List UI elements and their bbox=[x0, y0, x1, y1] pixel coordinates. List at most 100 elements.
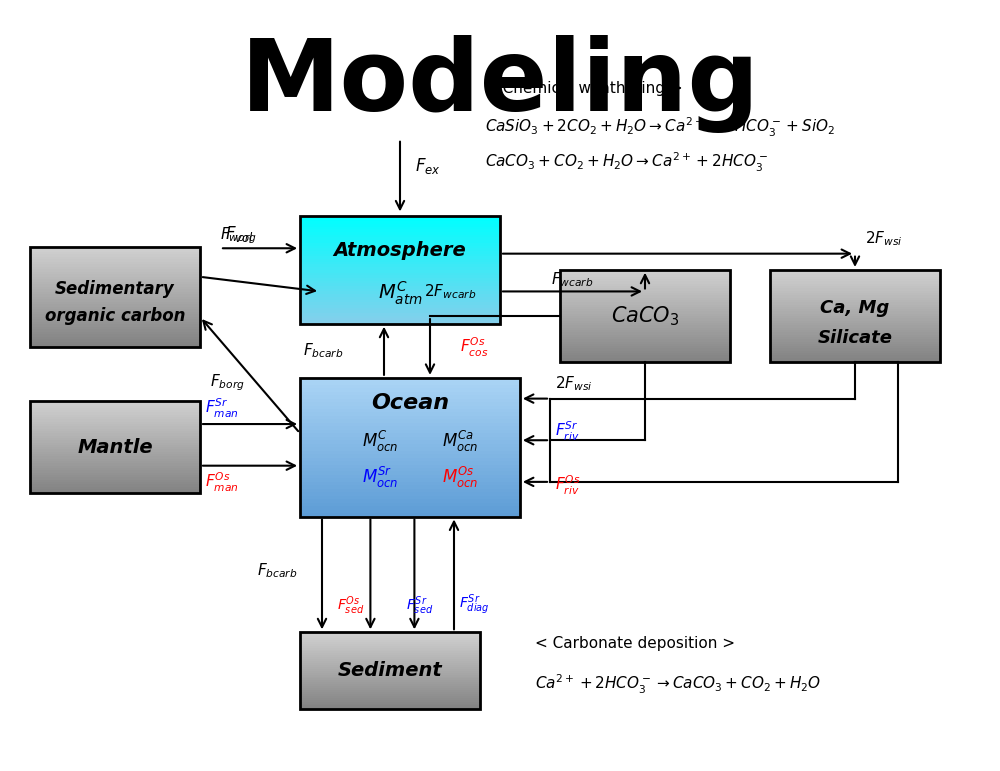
Bar bbox=[300, 685, 480, 686]
Bar bbox=[300, 273, 500, 275]
Bar bbox=[30, 345, 200, 347]
Bar bbox=[30, 307, 200, 309]
Bar bbox=[300, 694, 480, 696]
Bar bbox=[300, 698, 480, 700]
Text: Ocean: Ocean bbox=[371, 392, 449, 412]
Bar bbox=[30, 491, 200, 493]
Bar bbox=[30, 401, 200, 493]
Bar bbox=[560, 270, 730, 362]
Bar bbox=[30, 406, 200, 408]
Text: Silicate: Silicate bbox=[818, 328, 893, 347]
Bar bbox=[30, 461, 200, 463]
Bar bbox=[770, 286, 940, 288]
Bar bbox=[300, 396, 520, 399]
Bar bbox=[300, 305, 500, 308]
Bar bbox=[30, 249, 200, 251]
Bar bbox=[770, 307, 940, 309]
Bar bbox=[560, 300, 730, 302]
Bar bbox=[770, 316, 940, 318]
Bar bbox=[300, 232, 500, 234]
Text: $F_{bcarb}$: $F_{bcarb}$ bbox=[303, 342, 344, 360]
Bar bbox=[560, 328, 730, 330]
Text: $F_{sed}^{Os}$: $F_{sed}^{Os}$ bbox=[337, 594, 364, 617]
Bar bbox=[300, 667, 480, 668]
Bar bbox=[300, 318, 500, 322]
Bar bbox=[300, 423, 520, 426]
Bar bbox=[30, 408, 200, 410]
Bar bbox=[560, 337, 730, 339]
Bar bbox=[770, 288, 940, 291]
Bar bbox=[300, 486, 520, 489]
Bar bbox=[300, 646, 480, 648]
Bar bbox=[30, 315, 200, 317]
Bar bbox=[30, 487, 200, 489]
Bar bbox=[300, 654, 480, 655]
Bar bbox=[300, 406, 520, 409]
Bar bbox=[560, 309, 730, 311]
Bar bbox=[30, 251, 200, 254]
Bar bbox=[300, 216, 500, 219]
Bar bbox=[300, 224, 500, 227]
Bar bbox=[300, 489, 520, 492]
Bar bbox=[770, 332, 940, 335]
Bar bbox=[300, 311, 500, 313]
Bar bbox=[560, 305, 730, 307]
Text: $CaSiO_3 + 2CO_2 + H_2O \rightarrow Ca^{2+} + 2HCO_3^- + SiO_2$: $CaSiO_3 + 2CO_2 + H_2O \rightarrow Ca^{… bbox=[485, 116, 835, 139]
Text: $M_{ocn}^{Os}$: $M_{ocn}^{Os}$ bbox=[442, 465, 478, 490]
Bar bbox=[300, 221, 500, 224]
Text: Atmosphere: Atmosphere bbox=[334, 241, 466, 260]
Bar bbox=[770, 305, 940, 307]
Bar bbox=[300, 389, 520, 392]
Bar bbox=[770, 311, 940, 314]
Bar bbox=[300, 663, 480, 665]
Bar bbox=[300, 507, 520, 510]
Bar bbox=[30, 468, 200, 470]
Text: $F_{bcarb}$: $F_{bcarb}$ bbox=[257, 561, 298, 580]
Bar bbox=[560, 344, 730, 346]
Bar bbox=[300, 289, 500, 291]
Bar bbox=[770, 300, 940, 302]
Text: $M_{ocn}^{Sr}$: $M_{ocn}^{Sr}$ bbox=[362, 465, 398, 490]
Bar bbox=[770, 344, 940, 346]
Bar bbox=[300, 382, 520, 385]
Bar bbox=[30, 459, 200, 461]
Bar bbox=[30, 291, 200, 295]
Bar bbox=[300, 692, 480, 694]
Bar bbox=[300, 275, 500, 278]
Bar bbox=[300, 426, 520, 430]
Bar bbox=[300, 399, 520, 402]
Bar bbox=[30, 281, 200, 284]
Bar bbox=[770, 335, 940, 337]
Bar bbox=[300, 262, 500, 264]
Bar bbox=[300, 302, 500, 305]
Bar bbox=[560, 298, 730, 300]
Bar bbox=[30, 410, 200, 412]
Bar bbox=[30, 264, 200, 267]
Bar bbox=[300, 496, 520, 500]
Bar bbox=[300, 454, 520, 457]
Bar bbox=[560, 295, 730, 298]
Bar bbox=[30, 473, 200, 475]
Bar bbox=[30, 449, 200, 452]
Bar bbox=[300, 216, 500, 324]
Bar bbox=[560, 277, 730, 279]
Bar bbox=[300, 678, 480, 681]
Bar bbox=[770, 270, 940, 362]
Bar bbox=[300, 641, 480, 644]
Bar bbox=[770, 342, 940, 344]
Bar bbox=[770, 323, 940, 325]
Bar bbox=[300, 662, 480, 663]
Bar bbox=[300, 402, 520, 406]
Bar bbox=[30, 274, 200, 277]
Bar bbox=[300, 682, 480, 685]
Bar bbox=[300, 493, 520, 496]
Bar bbox=[300, 450, 520, 454]
Bar bbox=[30, 429, 200, 431]
Bar bbox=[300, 270, 500, 273]
Bar bbox=[300, 248, 500, 251]
Text: Mantle: Mantle bbox=[77, 438, 153, 456]
Bar bbox=[30, 456, 200, 459]
Bar bbox=[30, 419, 200, 422]
Bar bbox=[30, 322, 200, 325]
Bar bbox=[30, 424, 200, 426]
